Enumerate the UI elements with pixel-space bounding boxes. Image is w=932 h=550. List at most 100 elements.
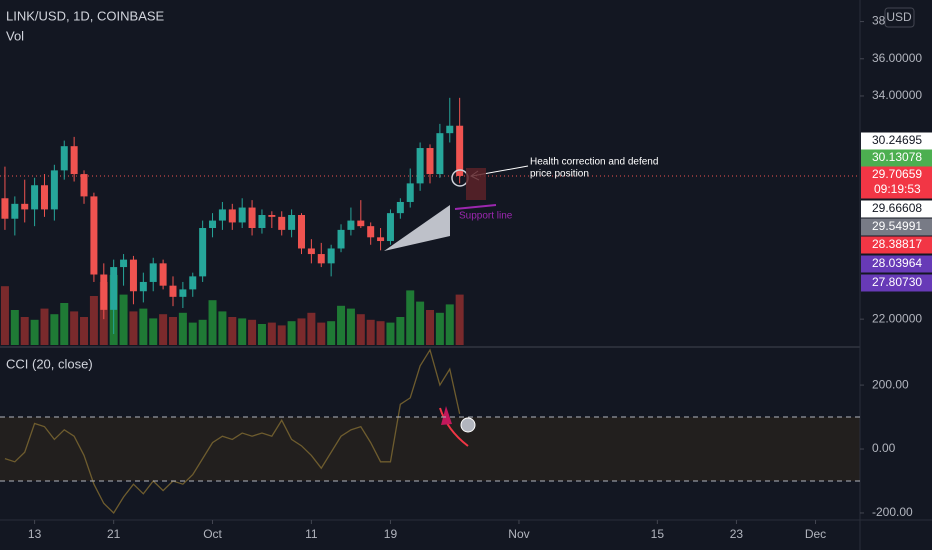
candle-body — [70, 146, 78, 175]
candle-body — [297, 214, 305, 249]
currency-label[interactable]: USD — [886, 10, 912, 24]
volume-bar — [168, 317, 177, 345]
volume-bar — [327, 321, 336, 345]
box-drawing — [466, 168, 486, 200]
price-tag-label: 29.66608 — [872, 201, 922, 215]
volume-bar — [455, 294, 464, 345]
volume-bar — [89, 296, 98, 345]
volume-bar — [287, 321, 296, 345]
countdown: 09:19:53 — [874, 182, 921, 196]
candle-body — [218, 209, 226, 221]
callout-text: Health correction and defend — [530, 157, 658, 168]
price-tag-label: 30.13078 — [872, 150, 922, 164]
volume-bar — [376, 321, 385, 345]
cci-line — [4, 348, 461, 514]
volume-bar — [396, 317, 405, 345]
cci-title: CCI (20, close) — [6, 356, 93, 371]
wedge-drawing — [384, 205, 450, 251]
volume-bar — [238, 318, 247, 345]
y-tick-label: 34.00000 — [872, 88, 922, 102]
volume-label: Vol — [6, 28, 24, 43]
candle-body — [396, 201, 404, 214]
volume-bar — [208, 300, 217, 345]
candle-body — [21, 203, 29, 210]
price-tag-label: 28.38817 — [872, 237, 922, 251]
candle-body — [446, 125, 454, 134]
price-tag-label: 29.70659 — [872, 167, 922, 181]
symbol-title: LINK/USD, 1D, COINBASE — [6, 8, 165, 23]
price-tag — [861, 218, 932, 236]
x-tick-label: 15 — [651, 527, 665, 541]
volume-bar — [70, 311, 79, 345]
volume-bar — [129, 311, 138, 345]
candle-body — [110, 267, 118, 310]
callout-text: price position — [530, 169, 589, 180]
volume-bar — [317, 322, 326, 345]
candle-body — [189, 276, 197, 290]
candle-body — [159, 263, 167, 286]
volume-bar — [119, 294, 128, 345]
candle-body — [268, 214, 276, 217]
candle-body — [129, 259, 137, 292]
candle-body — [248, 207, 256, 229]
candle-body — [149, 263, 157, 282]
volume-bar — [307, 312, 316, 345]
price-tag-label: 27.80730 — [872, 275, 922, 289]
price-tag-label: 28.03964 — [872, 256, 922, 270]
volume-bar — [297, 318, 306, 345]
price-tag — [861, 132, 932, 150]
candle-body — [436, 133, 444, 175]
candle-body — [169, 285, 177, 297]
candle-body — [120, 259, 128, 268]
price-tag — [861, 236, 932, 254]
y-tick-label: -200.00 — [872, 505, 913, 519]
x-tick-label: 11 — [305, 527, 318, 541]
candle-body — [416, 148, 424, 184]
volume-bar — [386, 322, 395, 345]
candle-body — [40, 185, 48, 210]
candle-body — [327, 248, 335, 264]
candle-body — [31, 185, 39, 210]
curve-drawing — [439, 407, 469, 447]
volume-bar — [178, 312, 187, 345]
candle-body — [357, 220, 365, 227]
candle-body — [406, 183, 414, 202]
y-tick-label: 22.00000 — [872, 311, 922, 325]
volume-bar — [30, 319, 39, 345]
y-tick-label: 36.00000 — [872, 51, 922, 65]
volume-bar — [426, 310, 434, 345]
candle-body — [278, 216, 286, 230]
volume-bar — [406, 290, 415, 345]
candle-body — [367, 226, 375, 238]
x-tick-label: 13 — [28, 527, 42, 541]
y-tick-label: 0.00 — [872, 441, 896, 455]
candle-body — [317, 254, 325, 264]
volume-bar — [149, 318, 158, 345]
price-tag — [861, 166, 932, 199]
candle-body — [100, 274, 108, 310]
candle-body — [456, 125, 464, 176]
volume-bar — [188, 322, 197, 345]
x-tick-label: 21 — [107, 527, 121, 541]
candle-body — [80, 174, 88, 197]
currency-button[interactable] — [884, 7, 915, 28]
candle-body — [426, 148, 434, 175]
volume-bar — [20, 317, 29, 345]
candle-body — [90, 196, 98, 275]
volume-bar — [337, 305, 346, 345]
volume-bar — [198, 319, 207, 345]
candle-body — [228, 209, 236, 223]
candle-body — [179, 289, 187, 297]
volume-bar — [60, 303, 69, 345]
x-tick-label: Dec — [805, 527, 826, 541]
candle-body — [11, 203, 19, 219]
volume-bar — [159, 314, 168, 345]
volume-bar — [40, 308, 49, 345]
candle-body — [60, 146, 68, 171]
volume-bar — [435, 312, 444, 345]
volume-bar — [277, 325, 286, 345]
volume-bar — [248, 319, 257, 345]
candle-body — [209, 220, 217, 229]
triangle-drawing — [441, 406, 452, 425]
